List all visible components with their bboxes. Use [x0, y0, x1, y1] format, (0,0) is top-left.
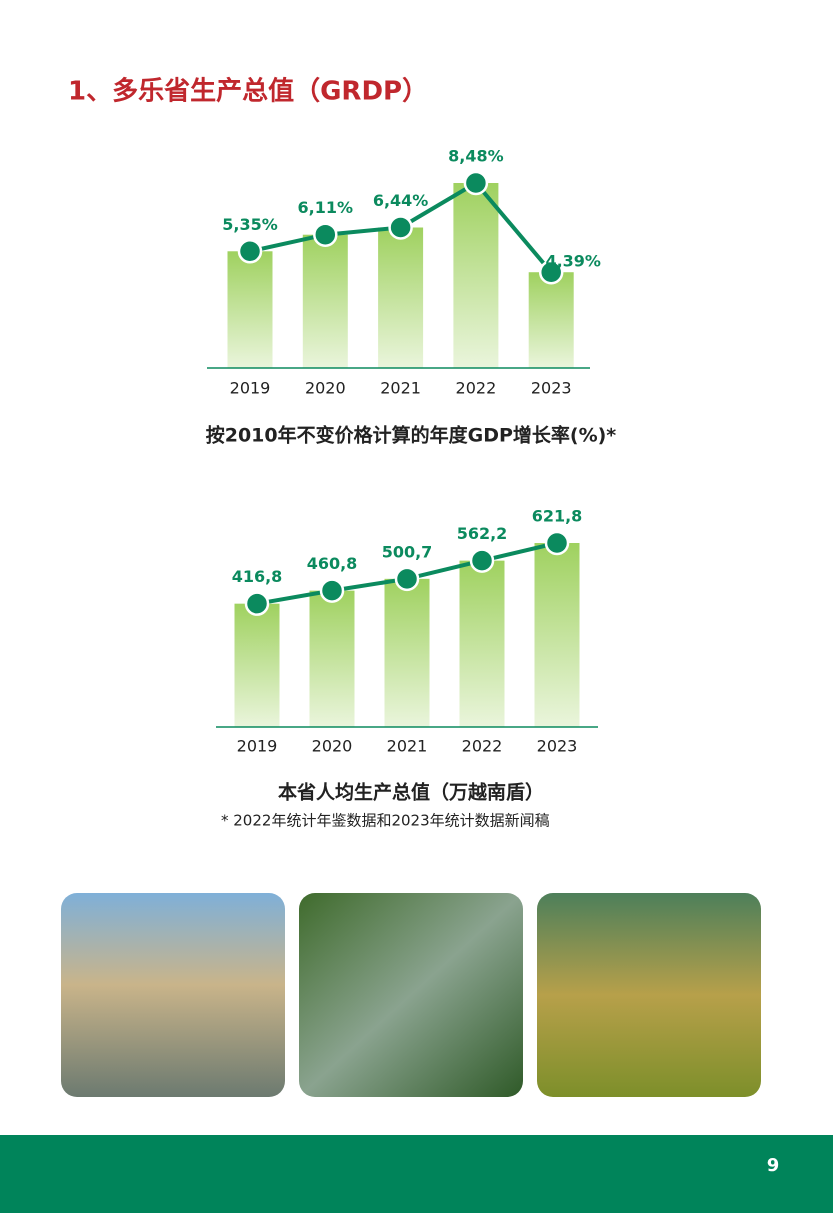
photo: [61, 893, 285, 1097]
x-tick-label: 2020: [312, 737, 353, 756]
bar: [234, 603, 280, 727]
bar: [528, 272, 574, 368]
photo: [299, 893, 523, 1097]
x-tick-label: 2019: [230, 379, 271, 398]
data-label: 8,48%: [448, 147, 504, 166]
x-tick-label: 2021: [387, 737, 428, 756]
bar: [302, 234, 348, 368]
line-dot: [463, 170, 489, 196]
bar: [459, 560, 505, 727]
bar: [534, 543, 580, 727]
x-tick-label: 2019: [237, 737, 278, 756]
data-label: 4,39%: [545, 252, 601, 271]
line-dot: [319, 578, 345, 603]
data-label: 6,44%: [373, 191, 429, 210]
data-label: 5,35%: [222, 215, 278, 234]
bar: [384, 578, 430, 727]
heading: 1、多乐省生产总值（GRDP）: [68, 77, 428, 107]
x-tick-label: 2023: [537, 737, 578, 756]
data-label: 562,2: [457, 524, 508, 543]
data-label: 621,8: [532, 507, 583, 526]
line-dot: [313, 222, 338, 247]
x-tick-label: 2020: [305, 379, 346, 398]
line-dot: [394, 566, 420, 592]
line-dot: [237, 239, 263, 264]
chart-title: 本省人均生产总值（万越南盾）: [278, 781, 544, 804]
x-tick-label: 2022: [456, 379, 497, 398]
line-dot: [538, 259, 564, 285]
line-dot: [469, 548, 495, 573]
data-label: 416,8: [232, 567, 283, 586]
footer-band: [0, 1135, 833, 1213]
x-tick-label: 2023: [531, 379, 572, 398]
chart-title: 按2010年不变价格计算的年度GDP增长率(%)*: [206, 424, 617, 447]
bar: [378, 227, 424, 368]
line-dot: [244, 591, 270, 616]
page-number: 9: [767, 1155, 780, 1176]
data-label: 6,11%: [298, 198, 354, 217]
line-dot: [544, 530, 570, 556]
photo: [537, 893, 761, 1097]
x-tick-label: 2021: [380, 379, 421, 398]
bar: [309, 590, 355, 727]
bar: [227, 251, 273, 368]
bar: [453, 183, 499, 368]
data-label: 500,7: [382, 542, 433, 561]
data-label: 460,8: [307, 554, 358, 573]
line-dot: [388, 215, 413, 240]
footnote: * 2022年统计年鉴数据和2023年统计数据新闻稿: [221, 812, 550, 830]
x-tick-label: 2022: [462, 737, 503, 756]
